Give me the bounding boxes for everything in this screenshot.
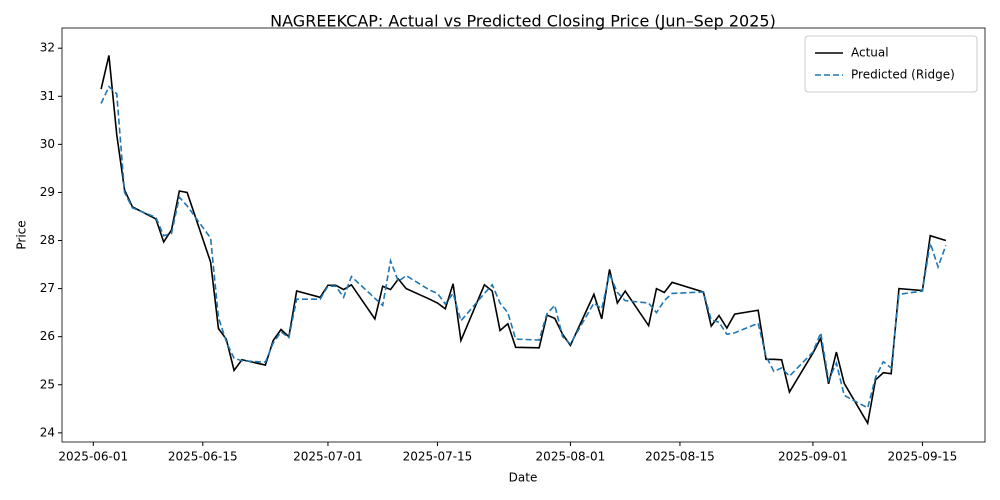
x-tick-label: 2025-09-01 (778, 450, 848, 464)
x-tick-label: 2025-07-01 (293, 450, 363, 464)
x-tick-label: 2025-07-15 (403, 450, 473, 464)
y-tick-label: 24 (40, 425, 55, 439)
x-tick-label: 2025-09-15 (888, 450, 958, 464)
chart-title: NAGREEKCAP: Actual vs Predicted Closing … (270, 12, 776, 31)
y-tick-label: 29 (40, 185, 55, 199)
legend-label: Predicted (Ridge) (851, 68, 955, 82)
y-tick-label: 32 (40, 41, 55, 55)
y-tick-label: 28 (40, 233, 55, 247)
legend-label: Actual (851, 46, 889, 60)
x-axis-label: Date (509, 471, 538, 485)
x-tick-label: 2025-06-15 (168, 450, 238, 464)
series-line (100, 55, 947, 426)
y-tick-label: 25 (40, 377, 55, 391)
series-line (100, 85, 947, 410)
x-tick-label: 2025-08-01 (536, 450, 606, 464)
y-tick-label: 26 (40, 329, 55, 343)
y-axis-label: Price (15, 220, 29, 249)
y-tick-label: 31 (40, 89, 55, 103)
plot-frame (61, 27, 986, 443)
y-tick-label: 27 (40, 281, 55, 295)
x-tick-label: 2025-08-15 (645, 450, 715, 464)
y-tick-label: 30 (40, 137, 55, 151)
legend-box (804, 35, 978, 93)
x-tick-label: 2025-06-01 (58, 450, 128, 464)
